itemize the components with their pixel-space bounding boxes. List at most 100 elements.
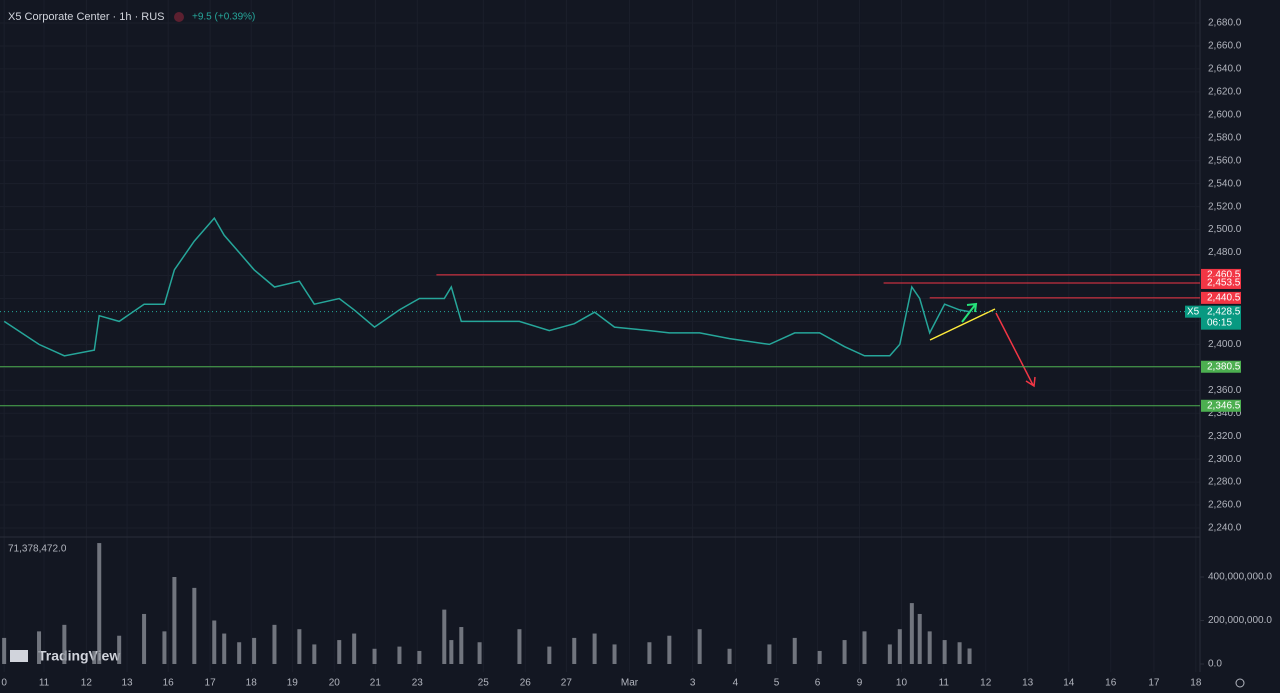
volume-bar (647, 642, 652, 664)
down-arrow (995, 312, 1036, 388)
volume-bar (517, 629, 522, 664)
y-tick-label: 2,520.0 (1208, 201, 1242, 212)
y-tick-label: 2,620.0 (1208, 87, 1242, 98)
volume-tick-label: 200,000,000.0 (1208, 615, 1272, 626)
y-tick-label: 2,320.0 (1208, 431, 1242, 442)
y-tick-label: 2,260.0 (1208, 500, 1242, 511)
level-tag (1201, 399, 1241, 412)
volume-bar (612, 644, 617, 664)
volume-bar (162, 631, 167, 664)
symbol-tag (1185, 305, 1201, 318)
up-arrow (961, 302, 978, 323)
y-tick-label: 2,600.0 (1208, 109, 1242, 120)
x-tick-label: 11 (939, 678, 950, 689)
y-tick-label: 2,580.0 (1208, 132, 1242, 143)
volume-bar (942, 640, 947, 664)
level-label: 2,460.5 (1207, 270, 1241, 281)
countdown: 06:15 (1207, 317, 1232, 328)
x-tick-label: 14 (1063, 678, 1075, 689)
level-label: 2,380.5 (1207, 361, 1241, 372)
x-tick-label: 21 (370, 678, 382, 689)
x-tick-label: 10 (896, 678, 908, 689)
volume-bar (442, 609, 447, 664)
y-tick-label: 2,660.0 (1208, 41, 1242, 52)
x-tick-label: 16 (163, 678, 175, 689)
volume-bar (352, 633, 357, 664)
volume-bar (37, 631, 42, 664)
x-tick-label: 25 (478, 678, 490, 689)
volume-bar (397, 646, 402, 664)
volume-bar (449, 640, 454, 664)
x-tick-label: 6 (815, 678, 821, 689)
logo: TradingView (38, 648, 120, 664)
y-tick-label: 2,640.0 (1208, 64, 1242, 75)
volume-bar (372, 648, 377, 664)
volume-bar (697, 629, 702, 664)
y-tick-label: 2,300.0 (1208, 454, 1242, 465)
volume-bar (897, 629, 902, 664)
volume-bar (727, 648, 732, 664)
volume-bar (237, 642, 242, 664)
x-tick-label: 17 (1148, 678, 1160, 689)
x-tick-label: 9 (857, 678, 863, 689)
change: +9.5 (+0.39%) (192, 12, 255, 23)
volume-bar (142, 613, 147, 664)
last-price-label: 2,428.5 (1207, 306, 1241, 317)
x-tick-label: 20 (329, 678, 341, 689)
last-price-tag (1201, 305, 1241, 330)
x-tick-label: 11 (39, 678, 50, 689)
x-tick-label: 27 (561, 678, 573, 689)
volume-bar (459, 627, 464, 664)
volume-bar (337, 640, 342, 664)
y-tick-label: 2,340.0 (1208, 408, 1242, 419)
x-tick-label: 17 (205, 678, 217, 689)
y-tick-label: 2,240.0 (1208, 523, 1242, 534)
trend-line (929, 308, 996, 341)
volume-bar (667, 635, 672, 664)
volume-bar (547, 646, 552, 664)
volume-bar (312, 644, 317, 664)
x-tick-label: 18 (1190, 678, 1202, 689)
volume-bar (92, 650, 97, 664)
y-tick-label: 2,480.0 (1208, 247, 1242, 258)
y-tick-label: 2,500.0 (1208, 224, 1242, 235)
x-tick-label: 12 (980, 678, 992, 689)
y-tick-label: 2,360.0 (1208, 385, 1242, 396)
volume-bar (927, 631, 932, 664)
volume-bar (97, 543, 102, 664)
x-tick-label: 26 (520, 678, 532, 689)
volume-bar (592, 633, 597, 664)
status-icon (174, 12, 184, 22)
volume-readout: 71,378,472.0 (8, 544, 67, 555)
x-tick-label: 4 (733, 678, 739, 689)
level-tag (1201, 360, 1241, 373)
x-tick-label: Mar (621, 678, 639, 689)
volume-bar (212, 620, 217, 664)
level-label: 2,440.5 (1207, 293, 1241, 304)
logo-icon (10, 650, 28, 662)
volume-bar (817, 650, 822, 664)
volume-bar (767, 644, 772, 664)
volume-bar (842, 640, 847, 664)
volume-tick-label: 400,000,000.0 (1208, 572, 1272, 583)
x-tick-label: 18 (246, 678, 258, 689)
settings-icon[interactable] (1235, 678, 1245, 688)
volume-bar (272, 624, 277, 664)
volume-bar (172, 577, 177, 664)
volume-bar (192, 587, 197, 664)
level-tag (1201, 276, 1241, 289)
x-tick-label: 3 (690, 678, 696, 689)
volume-bar (297, 629, 302, 664)
y-tick-label: 2,280.0 (1208, 477, 1242, 488)
volume-bar (917, 613, 922, 664)
x-tick-label: 19 (287, 678, 299, 689)
volume-bar (222, 633, 227, 664)
volume-bar (417, 650, 422, 664)
x-tick-label: 12 (81, 678, 93, 689)
y-tick-label: 2,540.0 (1208, 178, 1242, 189)
chart-title: X5 Corporate Center · 1h · RUS (8, 11, 165, 23)
volume-bar (477, 642, 482, 664)
volume-bar (252, 637, 257, 664)
